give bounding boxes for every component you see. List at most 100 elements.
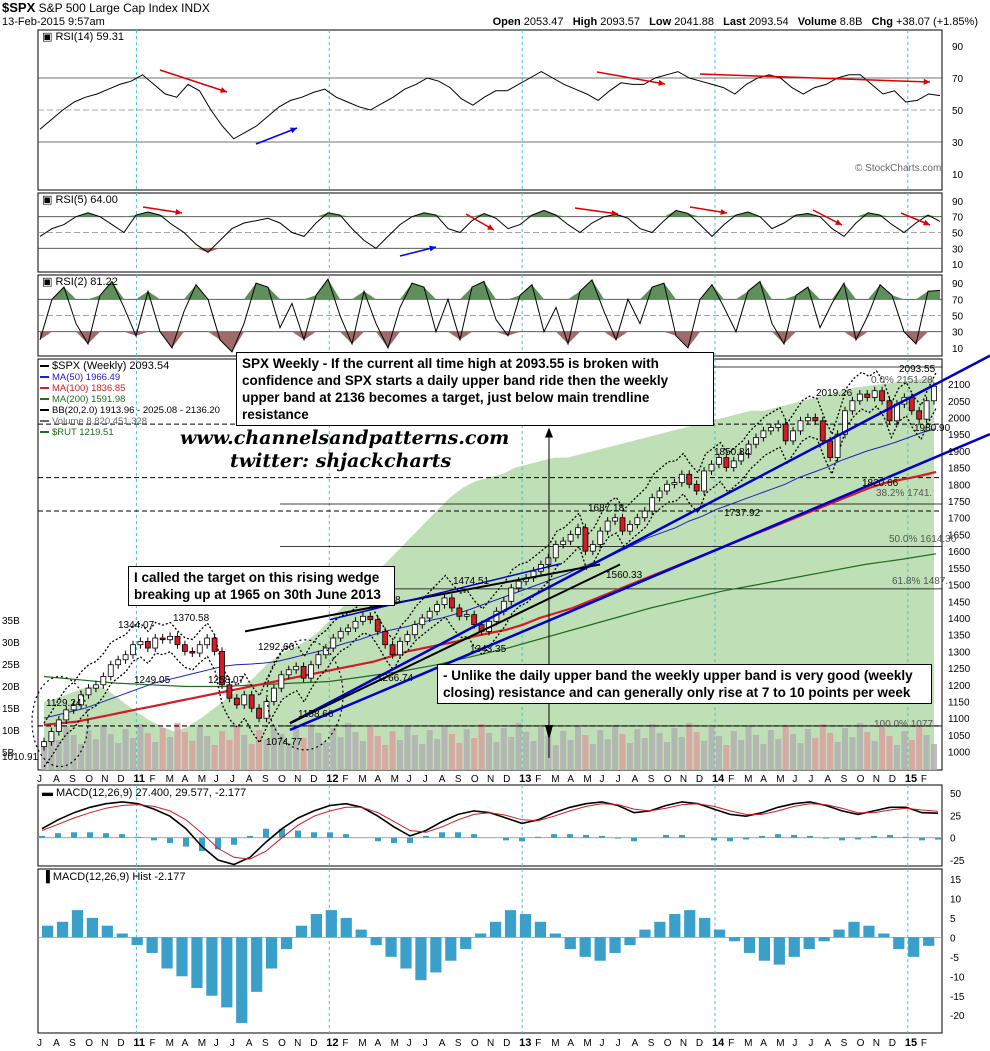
price-label: 1258.07 xyxy=(208,675,245,686)
volume-bar xyxy=(85,730,92,770)
x-tick-label: N xyxy=(680,774,687,785)
volume-bar xyxy=(55,740,62,770)
volume-bar xyxy=(345,723,352,770)
x-tick-label: J xyxy=(808,1038,813,1049)
price-tick-label: 1300 xyxy=(948,647,971,658)
x-tick-label: O xyxy=(664,774,672,785)
price-label: 1344.07 xyxy=(118,620,155,631)
macd-small-hist-bar xyxy=(279,828,285,838)
candle-body xyxy=(85,687,92,696)
candle-body xyxy=(686,473,693,485)
macd-hist-bar xyxy=(504,910,517,938)
rsi-tick-label: 50 xyxy=(952,106,964,117)
macd-small-hist-bar xyxy=(519,837,525,842)
x-tick-label: A xyxy=(182,774,189,785)
volume-bar xyxy=(330,728,337,770)
price-label: 1292.66 xyxy=(258,642,295,653)
macd-hist-bar xyxy=(370,937,382,946)
x-tick-label: D xyxy=(889,774,896,785)
candle-body xyxy=(196,644,203,654)
candle-body xyxy=(604,520,611,532)
x-tick-label: F xyxy=(535,1038,541,1049)
macd-hist-bar xyxy=(221,937,233,1008)
x-tick-label: N xyxy=(294,774,301,785)
volume-bar xyxy=(107,734,114,770)
volume-bar xyxy=(137,724,144,770)
macd-small-hist-bar xyxy=(103,833,109,838)
macd-hist-bar xyxy=(639,929,651,938)
macd-small-hist-bar xyxy=(183,837,189,847)
volume-bar xyxy=(515,723,522,770)
price-label: 1129.24 xyxy=(46,698,82,709)
rsi-line xyxy=(39,209,941,253)
macd-small-hist-bar xyxy=(903,836,909,838)
macd-small-hist-bar xyxy=(503,837,509,841)
candle-body xyxy=(582,527,589,552)
rsi5-divergence-arrow xyxy=(574,207,619,215)
candle-body xyxy=(441,597,448,606)
volume-bar xyxy=(226,740,233,770)
oversold-fill xyxy=(196,248,220,253)
hist-tick-label: 10 xyxy=(950,894,962,905)
x-tick-label: 12 xyxy=(326,773,338,785)
x-tick-label: J xyxy=(616,774,621,785)
open-label: Open xyxy=(492,16,521,28)
macd-small-hist-bar xyxy=(711,837,717,841)
rsi-tick-label: 70 xyxy=(952,213,964,224)
macd-hist-bar xyxy=(893,937,905,950)
macd-hist-bar xyxy=(519,914,532,938)
macd-hist-bar xyxy=(564,937,576,950)
volume-bar xyxy=(478,724,485,770)
x-tick-label: S xyxy=(841,1038,848,1049)
price-tick-label: 1900 xyxy=(948,447,971,458)
macd-hist-bar xyxy=(310,914,322,938)
fib-label: 38.2% 1741. xyxy=(876,488,932,499)
price-tick-label: 1500 xyxy=(948,581,971,592)
legend-item: $RUT 1219.51 xyxy=(52,427,114,438)
volume-bar xyxy=(560,731,567,770)
candle-body xyxy=(41,741,47,748)
last-label: Last xyxy=(723,16,746,28)
x-tick-label: D xyxy=(310,1038,317,1049)
x-tick-label: O xyxy=(278,774,286,785)
volume-bar xyxy=(626,743,633,770)
price-label: 1266.74 xyxy=(377,673,414,684)
legend-item: MA(200) 1591.98 xyxy=(52,394,125,405)
volume-tick-label: 15B xyxy=(2,704,20,715)
volume-bar xyxy=(219,731,225,770)
candle-body xyxy=(115,659,122,666)
volume-bar xyxy=(426,730,433,770)
volume-bar xyxy=(441,725,448,770)
candle-body xyxy=(849,400,856,412)
candle-body xyxy=(167,635,173,641)
callout-top: SPX Weekly - If the current all time hig… xyxy=(236,352,714,426)
candle-body xyxy=(182,644,188,652)
macd-small-hist-bar xyxy=(919,837,925,841)
volume-bar xyxy=(671,728,678,770)
candle-body xyxy=(871,390,878,398)
volume-bar xyxy=(604,739,611,770)
x-tick-label: 11 xyxy=(133,1037,145,1049)
macd-small-hist-bar xyxy=(935,837,941,840)
x-tick-label: A xyxy=(567,1038,574,1049)
volume-tick-label: 35B xyxy=(2,616,20,627)
candle-body xyxy=(864,393,871,398)
rsi5-divergence-arrow-head xyxy=(720,208,727,215)
price-tick-label: 1000 xyxy=(948,748,971,759)
x-tick-label: F xyxy=(342,1038,348,1049)
macd-hist-bar xyxy=(803,937,815,950)
volume-bar xyxy=(649,724,656,770)
x-tick-label: 15 xyxy=(905,1037,917,1049)
candle-body xyxy=(122,654,129,661)
volume-bar xyxy=(367,727,374,770)
candle-body xyxy=(767,427,774,432)
macd-small-hist-bar xyxy=(215,837,221,850)
x-tick-label: A xyxy=(246,774,253,785)
candle-body xyxy=(241,694,248,706)
x-tick-label: J xyxy=(407,1038,412,1049)
macd-hist-bar xyxy=(699,917,711,938)
x-tick-label: S xyxy=(841,774,848,785)
macd-small-hist-bar xyxy=(151,837,157,841)
macd-small-hist-bar xyxy=(55,833,61,838)
volume-bar xyxy=(893,745,900,770)
